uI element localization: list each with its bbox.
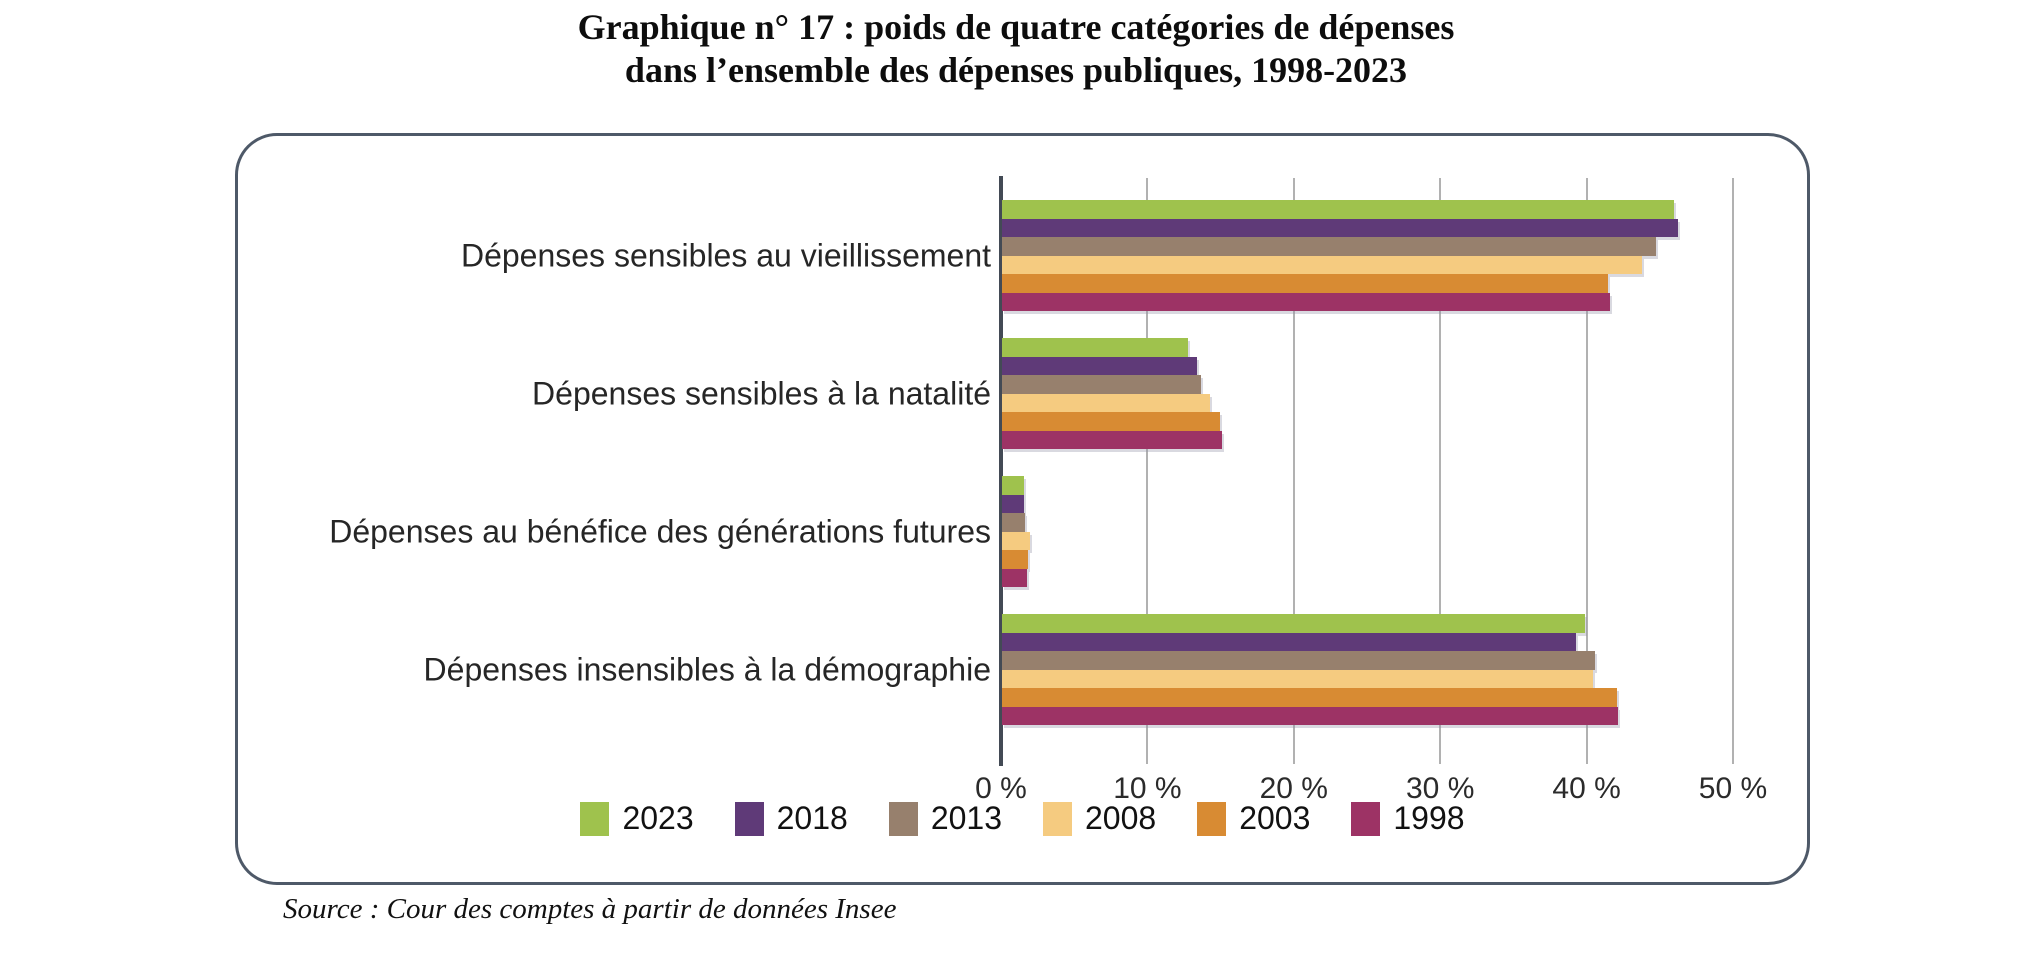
bar-2018-category-3 [1002, 494, 1024, 513]
legend-swatch-2023 [580, 801, 610, 836]
bar-2023-category-3 [1002, 476, 1024, 495]
category-label: Dépenses insensibles à la démographie [423, 651, 991, 687]
gridline-50pct [1732, 178, 1734, 764]
legend-swatch-1998 [1351, 801, 1381, 836]
gridline-30pct [1439, 178, 1442, 764]
bar-2013-category-3 [1002, 513, 1026, 532]
legend-label-2023: 2023 [622, 800, 694, 836]
chart-title-line2: dans l’ensemble des dépenses publiques, … [624, 50, 1408, 90]
bar-2003-category-1 [1002, 274, 1609, 293]
bar-2023-category-1 [1002, 200, 1674, 219]
x-tick-label: 0 % [975, 772, 1027, 805]
legend-item-1998: 1998 [1351, 800, 1465, 837]
category-label: Dépenses sensibles à la natalité [532, 375, 991, 411]
bar-1998-category-4 [1002, 706, 1619, 725]
legend-swatch-2008 [1043, 801, 1072, 836]
bar-2018-category-4 [1002, 632, 1576, 651]
source-note: Source : Cour des comptes à partir de do… [283, 893, 897, 925]
x-tick-label: 40 % [1552, 772, 1621, 805]
gridline-10pct [1146, 178, 1149, 764]
bar-2013-category-2 [1002, 375, 1202, 394]
bar-2013-category-1 [1002, 237, 1657, 256]
bar-2013-category-4 [1002, 651, 1595, 670]
bar-2008-category-2 [1002, 393, 1210, 412]
bar-1998-category-2 [1002, 430, 1222, 449]
bar-2018-category-1 [1002, 218, 1679, 237]
legend-label-1998: 1998 [1393, 800, 1465, 836]
legend-item-2008: 2008 [1043, 800, 1156, 837]
bar-2008-category-4 [1002, 669, 1594, 688]
bar-2023-category-2 [1002, 338, 1188, 357]
legend-swatch-2013 [888, 801, 918, 836]
chart-title: Graphique n° 17 : poids de quatre catégo… [0, 6, 2032, 92]
legend-label-2003: 2003 [1239, 800, 1311, 836]
legend-item-2013: 2013 [888, 800, 1002, 837]
category-label: Dépenses au bénéfice des générations fut… [329, 513, 991, 549]
bar-2023-category-4 [1002, 614, 1585, 633]
chart-title-line1: Graphique n° 17 : poids de quatre catégo… [577, 7, 1455, 47]
plot-area: 0 % 10 % 20 % 30 % 40 % 50 % Dépenses sensible… [238, 136, 1807, 882]
bar-2018-category-2 [1002, 356, 1197, 375]
bar-2008-category-3 [1002, 531, 1030, 550]
gridline-20pct [1292, 178, 1295, 764]
legend-swatch-2018 [734, 801, 764, 836]
bar-2008-category-1 [1002, 255, 1642, 274]
category-label: Dépenses sensibles au vieillissement [460, 237, 991, 273]
x-tick-label: 50 % [1698, 772, 1768, 805]
legend-label-2018: 2018 [776, 800, 848, 836]
legend-item-2023: 2023 [580, 800, 694, 837]
bar-2003-category-4 [1002, 688, 1617, 707]
bar-2003-category-2 [1002, 412, 1221, 431]
gridline-40pct [1585, 178, 1588, 764]
chart-panel: 0 % 10 % 20 % 30 % 40 % 50 % Dépenses sensible… [235, 133, 1810, 885]
x-tick-label: 10 % [1113, 772, 1182, 805]
legend-item-2003: 2003 [1197, 800, 1310, 837]
bar-1998-category-3 [1002, 568, 1027, 587]
bar-1998-category-1 [1002, 292, 1610, 311]
legend-label-2008: 2008 [1085, 800, 1157, 836]
legend-label-2013: 2013 [930, 800, 1002, 836]
legend: 2023 2018 2013 2008 2003 1998 [238, 800, 1807, 837]
bar-2003-category-3 [1002, 550, 1029, 569]
x-tick-label: 20 % [1259, 772, 1328, 805]
legend-item-2018: 2018 [734, 800, 848, 837]
x-tick-label: 30 % [1405, 772, 1475, 805]
legend-swatch-2003 [1197, 801, 1227, 836]
axis-line [999, 176, 1003, 766]
